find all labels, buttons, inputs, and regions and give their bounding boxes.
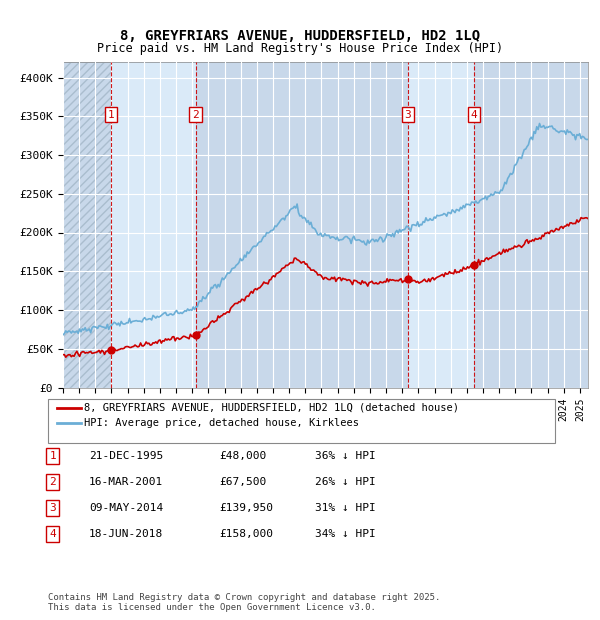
Text: 8, GREYFRIARS AVENUE, HUDDERSFIELD, HD2 1LQ: 8, GREYFRIARS AVENUE, HUDDERSFIELD, HD2 … xyxy=(120,29,480,43)
Text: 21-DEC-1995: 21-DEC-1995 xyxy=(89,451,163,461)
Text: 4: 4 xyxy=(49,529,56,539)
Text: 2: 2 xyxy=(192,110,199,120)
Text: 31% ↓ HPI: 31% ↓ HPI xyxy=(315,503,376,513)
Text: 1: 1 xyxy=(107,110,115,120)
Text: 4: 4 xyxy=(471,110,478,120)
Bar xyxy=(111,62,196,388)
Text: 09-MAY-2014: 09-MAY-2014 xyxy=(89,503,163,513)
Text: 3: 3 xyxy=(49,503,56,513)
Text: 18-JUN-2018: 18-JUN-2018 xyxy=(89,529,163,539)
Bar xyxy=(63,62,111,388)
Text: Price paid vs. HM Land Registry's House Price Index (HPI): Price paid vs. HM Land Registry's House … xyxy=(97,42,503,55)
Bar xyxy=(408,62,474,388)
Text: 16-MAR-2001: 16-MAR-2001 xyxy=(89,477,163,487)
Text: 26% ↓ HPI: 26% ↓ HPI xyxy=(315,477,376,487)
Bar xyxy=(474,62,596,388)
Text: £139,950: £139,950 xyxy=(219,503,273,513)
Bar xyxy=(63,62,111,388)
Bar xyxy=(196,62,408,388)
Text: HPI: Average price, detached house, Kirklees: HPI: Average price, detached house, Kirk… xyxy=(84,418,359,428)
Text: 1: 1 xyxy=(49,451,56,461)
Text: Contains HM Land Registry data © Crown copyright and database right 2025.
This d: Contains HM Land Registry data © Crown c… xyxy=(48,593,440,613)
Text: 36% ↓ HPI: 36% ↓ HPI xyxy=(315,451,376,461)
Text: £67,500: £67,500 xyxy=(219,477,266,487)
Text: 2: 2 xyxy=(49,477,56,487)
Text: 3: 3 xyxy=(404,110,412,120)
Text: £48,000: £48,000 xyxy=(219,451,266,461)
Text: £158,000: £158,000 xyxy=(219,529,273,539)
Text: 34% ↓ HPI: 34% ↓ HPI xyxy=(315,529,376,539)
Text: 8, GREYFRIARS AVENUE, HUDDERSFIELD, HD2 1LQ (detached house): 8, GREYFRIARS AVENUE, HUDDERSFIELD, HD2 … xyxy=(84,403,459,413)
